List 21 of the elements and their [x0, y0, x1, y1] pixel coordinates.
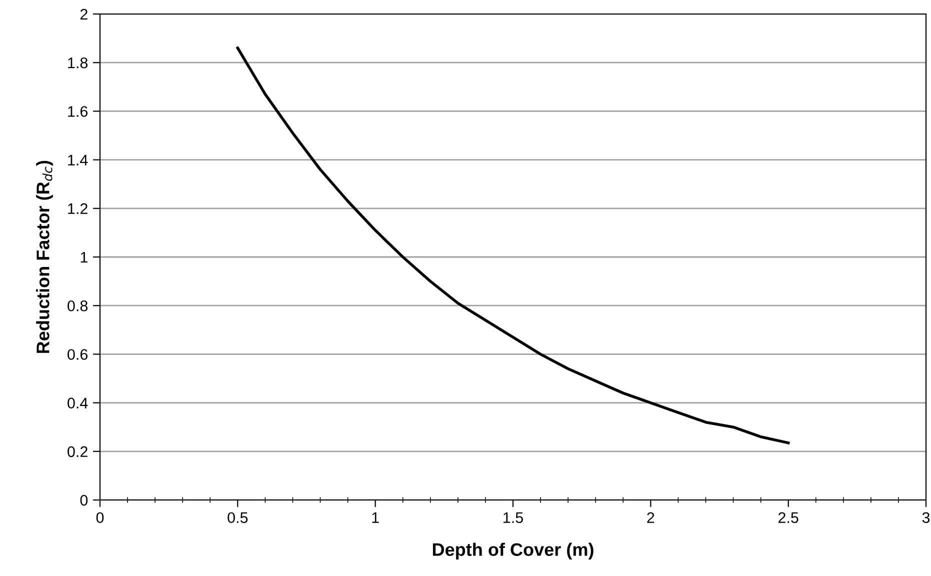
y-tick-label: 0.6	[68, 349, 88, 360]
y-axis-title: Reduction Factor (R$_{dc}$)	[36, 160, 53, 353]
x-tick-label: 2	[647, 512, 654, 523]
y-tick-label: 1	[80, 252, 88, 263]
y-tick-label: 1.8	[68, 57, 88, 68]
x-tick-label: 1.5	[504, 512, 523, 524]
line-series	[236, 46, 790, 444]
y-tick-label: 1.4	[68, 154, 88, 166]
x-tick-label: 3	[922, 512, 930, 524]
y-tick-label: 1.6	[68, 106, 88, 117]
y-tick-label: 2	[80, 8, 88, 20]
x-axis-title: Depth of Cover (m)	[432, 542, 594, 560]
x-tick-label: 0	[96, 512, 104, 524]
x-tick-label: 2.5	[778, 512, 798, 524]
y-tick-label: 0.4	[68, 398, 88, 408]
x-tick-label: 1	[372, 512, 379, 523]
y-tick-label: 1.2	[68, 203, 88, 214]
y-tick-label: 0	[80, 494, 88, 506]
y-tick-label: 0.2	[68, 446, 88, 458]
x-tick-label: 0.5	[228, 512, 248, 524]
y-tick-label: 0.8	[68, 300, 88, 312]
